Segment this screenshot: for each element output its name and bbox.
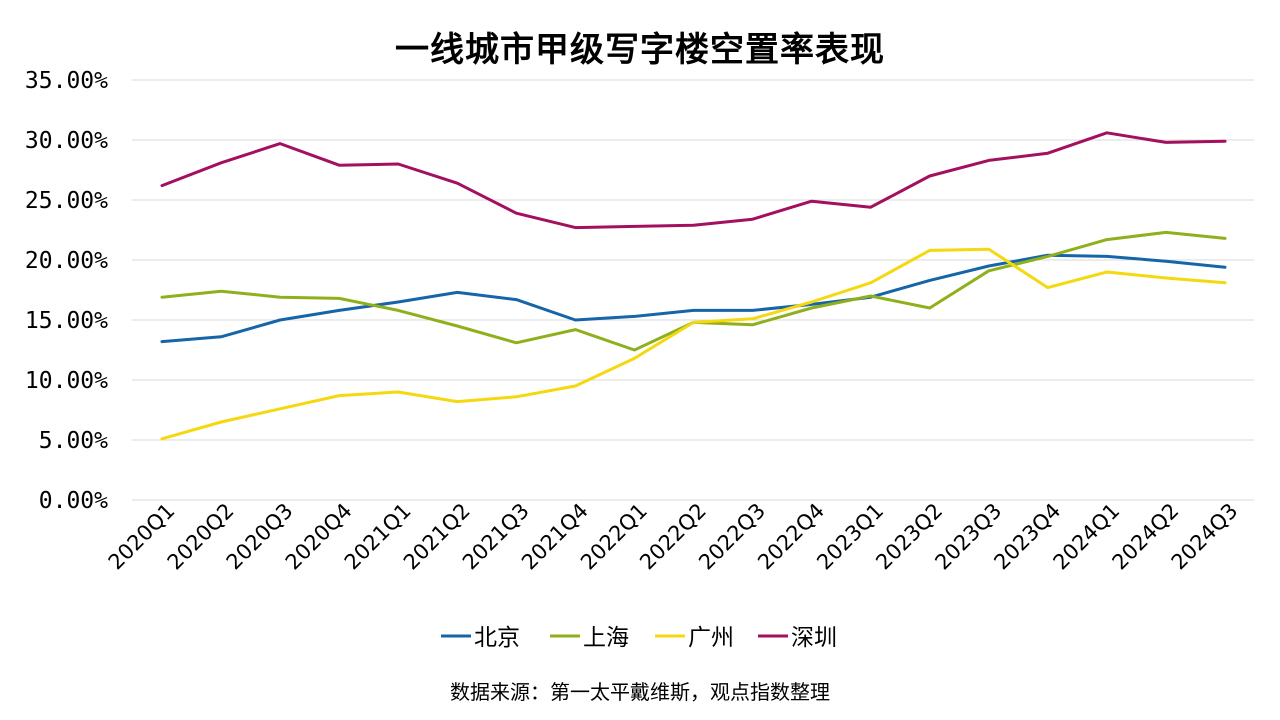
series-line-3 bbox=[160, 131, 1227, 230]
series-line-2 bbox=[160, 247, 1227, 441]
legend-label: 北京 bbox=[474, 625, 520, 651]
y-tick-label: 30.00% bbox=[25, 128, 108, 154]
source-note: 数据来源：第一太平戴维斯，观点指数整理 bbox=[450, 680, 830, 704]
legend-label: 深圳 bbox=[791, 625, 837, 651]
legend-label: 广州 bbox=[688, 625, 734, 651]
y-axis-ticks: 0.00% 5.00% 10.00% 15.00% 20.00% 25.00% 30.00%… bbox=[25, 68, 108, 514]
y-tick-label: 20.00% bbox=[25, 248, 108, 274]
legend: 北京 上海 广州 深圳 bbox=[441, 625, 837, 651]
y-tick-label: 25.00% bbox=[25, 188, 108, 214]
x-axis-ticks: 2020Q12020Q22020Q32020Q42021Q12021Q22021… bbox=[104, 499, 1243, 575]
series-lines bbox=[160, 131, 1227, 441]
y-tick-label: 10.00% bbox=[25, 368, 108, 394]
gridlines bbox=[132, 79, 1254, 501]
y-tick-label: 35.00% bbox=[25, 68, 108, 94]
series-line-1 bbox=[160, 230, 1227, 352]
y-tick-label: 15.00% bbox=[25, 308, 108, 334]
y-tick-label: 0.00% bbox=[39, 488, 108, 514]
y-tick-label: 5.00% bbox=[39, 428, 108, 454]
legend-label: 上海 bbox=[583, 625, 629, 651]
x-tick-label: 2024Q3 bbox=[1167, 499, 1243, 575]
chart-title: 一线城市甲级写字楼空置率表现 bbox=[395, 30, 885, 70]
